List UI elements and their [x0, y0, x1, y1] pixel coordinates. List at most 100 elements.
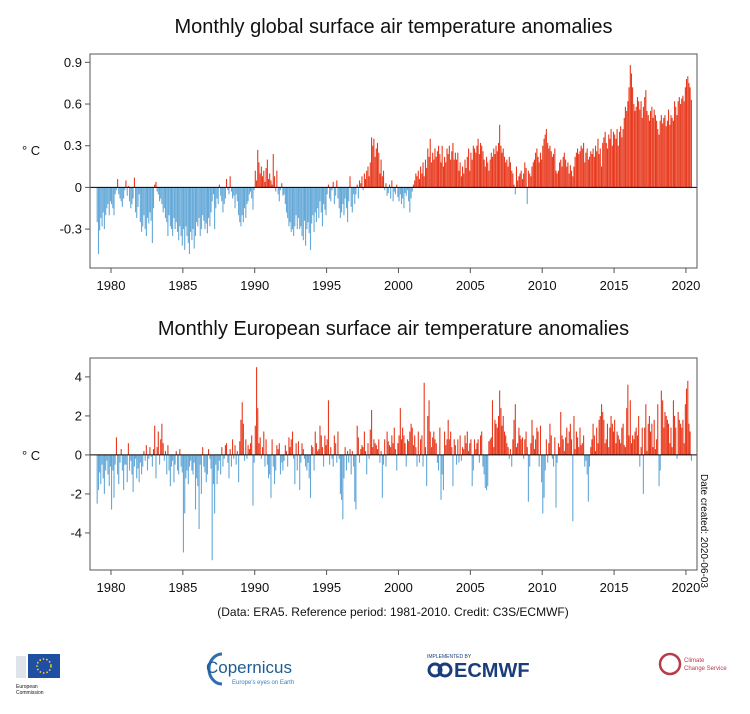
y-tick-label: 0 — [75, 180, 82, 195]
bar — [174, 187, 176, 230]
bar — [208, 449, 210, 455]
x-tick-label: 2015 — [600, 580, 629, 595]
bar — [502, 415, 504, 455]
bar — [335, 187, 337, 196]
bar — [111, 187, 113, 205]
bar — [420, 439, 422, 455]
bar — [641, 117, 643, 188]
bar — [349, 449, 351, 455]
bar — [556, 454, 558, 463]
bar — [232, 187, 234, 199]
bar — [379, 173, 381, 188]
bar — [155, 181, 157, 188]
bar — [515, 447, 518, 455]
bar — [626, 110, 628, 188]
bar — [345, 454, 347, 471]
bar — [159, 187, 161, 202]
bar — [434, 439, 436, 455]
bar — [544, 454, 546, 471]
copernicus-logo: Copernicus Europe's eyes on Earth — [206, 652, 294, 686]
y-tick-label: -4 — [70, 525, 82, 540]
bar — [117, 454, 119, 475]
bar — [105, 454, 107, 471]
bar — [372, 145, 374, 188]
bar — [178, 187, 180, 241]
bar — [398, 187, 400, 202]
bar — [620, 443, 622, 455]
bar — [567, 162, 569, 188]
bar — [305, 187, 307, 246]
bar — [199, 187, 201, 237]
bar — [689, 431, 691, 455]
bar — [154, 184, 156, 188]
bar — [392, 443, 394, 455]
bar — [150, 454, 152, 457]
bar — [559, 162, 561, 188]
bar — [436, 151, 438, 188]
x-tick-label: 2000 — [384, 278, 413, 293]
bar — [160, 187, 162, 199]
bar — [337, 431, 339, 455]
bar — [271, 184, 273, 188]
bar — [656, 439, 658, 455]
bar — [276, 170, 278, 188]
bar — [184, 187, 186, 250]
bar — [203, 454, 205, 467]
bar — [250, 187, 252, 192]
chart-title: Monthly global surface air temperature a… — [175, 16, 613, 38]
bar — [375, 445, 377, 455]
bar — [601, 166, 603, 188]
bar — [306, 187, 308, 230]
bar — [290, 439, 292, 455]
bar — [363, 173, 365, 188]
plot-frame — [89, 53, 698, 269]
bar — [472, 454, 474, 471]
bar — [647, 423, 649, 455]
bar — [575, 152, 577, 188]
bar — [468, 451, 470, 455]
bar — [440, 454, 442, 500]
bar — [291, 431, 294, 455]
bar — [348, 187, 350, 202]
bar — [224, 187, 226, 199]
bar — [166, 454, 168, 475]
bar — [554, 148, 556, 188]
y-axis-label: ° C — [22, 448, 40, 463]
bar — [156, 187, 158, 192]
bar — [354, 187, 356, 205]
bar — [432, 152, 434, 188]
bar — [502, 148, 504, 188]
bar — [313, 187, 315, 232]
bar — [581, 148, 583, 188]
bar — [323, 454, 325, 467]
bar — [450, 431, 452, 455]
bar — [235, 187, 237, 195]
bar — [500, 408, 502, 455]
bar — [119, 454, 121, 463]
bar — [103, 187, 105, 230]
bar — [375, 148, 377, 188]
date-created: Date created: 2020-06-03 — [698, 474, 709, 588]
bar — [172, 454, 174, 461]
bar — [340, 454, 343, 500]
bar — [313, 454, 315, 471]
bar — [175, 187, 177, 223]
bar — [229, 449, 231, 455]
bar — [671, 117, 673, 188]
bar — [152, 187, 155, 209]
bar — [417, 170, 419, 188]
bar — [501, 425, 503, 455]
bar — [651, 106, 653, 188]
bar — [511, 454, 513, 467]
bar — [362, 187, 364, 191]
bar — [572, 454, 574, 522]
bar — [196, 454, 198, 479]
bar — [200, 187, 202, 230]
bar — [256, 180, 258, 188]
bar — [505, 162, 507, 188]
c3s-text: Change Service — [684, 666, 727, 672]
bar — [343, 187, 345, 216]
bar — [536, 427, 538, 455]
bar — [408, 187, 410, 202]
bar — [358, 180, 361, 188]
